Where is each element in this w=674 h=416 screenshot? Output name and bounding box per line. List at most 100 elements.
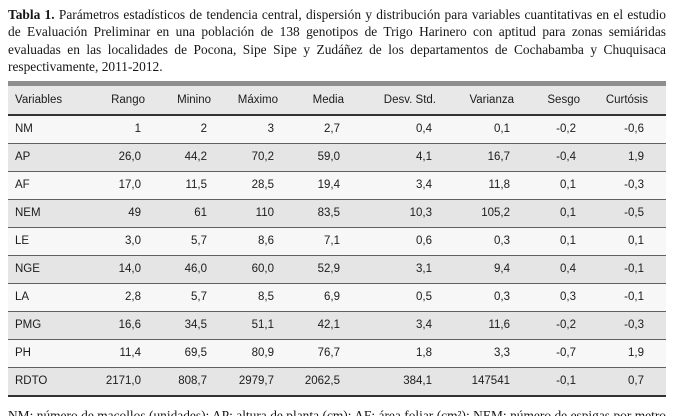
value-cell: -0,5 (598, 198, 666, 228)
value-cell: 0,1 (532, 226, 598, 256)
value-cell: 3,1 (362, 254, 454, 284)
value-cell: 0,3 (532, 282, 598, 312)
value-cell: -0,1 (598, 282, 666, 312)
column-header-sesgo: Sesgo (532, 85, 598, 116)
value-cell: -0,2 (556, 123, 576, 136)
value-cell: 11,6 (454, 310, 532, 340)
value-cell: 11,8 (454, 170, 532, 200)
value-cell: 16,6 (98, 310, 163, 340)
value-cell: 0,3 (454, 282, 532, 312)
table-top-rule (8, 80, 666, 86)
table-footnote: NM: número de macollos (unidades); AP: a… (8, 407, 666, 416)
table-row-ph: PH 11,4 69,5 80,9 76,7 1,8 3,3 -0,7 1,9 (8, 338, 666, 368)
value-cell: 34,5 (163, 310, 229, 340)
table-row-pmg: PMG 16,6 34,5 51,1 42,1 3,4 11,6 -0,2 -0,3 (8, 310, 666, 340)
value-cell: 9,4 (454, 254, 532, 284)
value-cell: 3,4 (362, 170, 454, 200)
value-cell: 0,1 (598, 226, 666, 256)
column-header-media: Media (296, 85, 362, 116)
value-cell: 1,8 (362, 338, 454, 368)
value-cell: 69,5 (163, 338, 229, 368)
value-cell: 11,4 (98, 338, 163, 368)
value-cell: 28,5 (229, 170, 296, 200)
table-header: Variables Rango Minino Máximo Media Desv. Std… (8, 85, 666, 116)
value-cell: 0,7 (598, 366, 666, 396)
variable-label: NM (15, 123, 33, 136)
table-caption: Tabla 1. Parámetros estadísticos de tend… (8, 6, 666, 76)
value-cell: 26,0 (98, 142, 163, 172)
statistics-table: Variables Rango Minino Máximo Media Desv. Std… (8, 85, 666, 397)
column-header-maximo: Máximo (229, 85, 296, 116)
column-header-desv-std: Desv. Std. (362, 85, 454, 116)
value-cell: -0,3 (598, 310, 666, 340)
value-cell: 52,9 (296, 254, 362, 284)
value-cell: 3 (267, 123, 274, 136)
value-cell: 0,1 (494, 123, 510, 136)
value-cell: 0,1 (532, 170, 598, 200)
value-cell: -0,3 (598, 170, 666, 200)
value-cell: 1,9 (598, 142, 666, 172)
value-cell: 3,0 (98, 226, 163, 256)
value-cell: 76,7 (296, 338, 362, 368)
value-cell: 2,7 (324, 123, 340, 136)
column-header-curtosis: Curtósis (598, 85, 666, 116)
value-cell: 3,3 (454, 338, 532, 368)
value-cell: 0,4 (416, 123, 432, 136)
value-cell: 44,2 (163, 142, 229, 172)
variable-label: NEM (8, 198, 98, 228)
table-caption-label: Tabla 1. (8, 7, 55, 22)
value-cell: 83,5 (296, 198, 362, 228)
column-header-minino: Minino (163, 85, 229, 116)
value-cell: 16,7 (454, 142, 532, 172)
value-cell: 1,9 (598, 338, 666, 368)
variable-label: NGE (8, 254, 98, 284)
value-cell: 10,3 (362, 198, 454, 228)
value-cell: 7,1 (296, 226, 362, 256)
value-cell: 8,6 (229, 226, 296, 256)
value-cell: 4,1 (362, 142, 454, 172)
value-cell: 46,0 (163, 254, 229, 284)
value-cell: 147541 (454, 366, 532, 396)
value-cell: 5,7 (163, 226, 229, 256)
value-cell: 80,9 (229, 338, 296, 368)
value-cell: -0,6 (624, 123, 644, 136)
column-header-rango: Rango (98, 85, 163, 116)
variable-label: AF (8, 170, 98, 200)
value-cell: 808,7 (163, 366, 229, 396)
value-cell: -0,2 (532, 310, 598, 340)
value-cell: 14,0 (98, 254, 163, 284)
value-cell: 60,0 (229, 254, 296, 284)
value-cell: 51,1 (229, 310, 296, 340)
table-row-nm: NM 1 2 3 2,7 0,4 0,1 -0,2 -0,6 (8, 114, 666, 144)
value-cell: 6,9 (296, 282, 362, 312)
value-cell: 105,2 (454, 198, 532, 228)
value-cell: 61 (163, 198, 229, 228)
value-cell: 11,5 (163, 170, 229, 200)
table-row-nem: NEM 49 61 110 83,5 10,3 105,2 0,1 -0,5 (8, 198, 666, 228)
variable-label: PMG (8, 310, 98, 340)
value-cell: 42,1 (296, 310, 362, 340)
value-cell: 59,0 (296, 142, 362, 172)
value-cell: 110 (229, 198, 296, 228)
value-cell: 0,6 (362, 226, 454, 256)
value-cell: -0,1 (598, 254, 666, 284)
table-row-af: AF 17,0 11,5 28,5 19,4 3,4 11,8 0,1 -0,3 (8, 170, 666, 200)
table-header-row: Variables Rango Minino Máximo Media Desv. Std… (8, 85, 666, 116)
column-header-varianza: Varianza (454, 85, 532, 116)
table-row-rdto: RDTO 2171,0 808,7 2979,7 2062,5 384,1 147541 -0… (8, 366, 666, 396)
table-row-nge: NGE 14,0 46,0 60,0 52,9 3,1 9,4 0,4 -0,1 (8, 254, 666, 284)
value-cell: -0,1 (532, 366, 598, 396)
value-cell: 2062,5 (296, 366, 362, 396)
value-cell: 2,8 (98, 282, 163, 312)
value-cell: 49 (98, 198, 163, 228)
table-caption-text: Parámetros estadísticos de tendencia cen… (8, 7, 666, 75)
value-cell: 17,0 (98, 170, 163, 200)
variable-label: PH (8, 338, 98, 368)
value-cell: -0,7 (532, 338, 598, 368)
value-cell: 2 (200, 123, 207, 136)
table-row-la: LA 2,8 5,7 8,5 6,9 0,5 0,3 0,3 -0,1 (8, 282, 666, 312)
variable-label: AP (8, 142, 98, 172)
value-cell: 0,1 (532, 198, 598, 228)
value-cell: 2979,7 (229, 366, 296, 396)
